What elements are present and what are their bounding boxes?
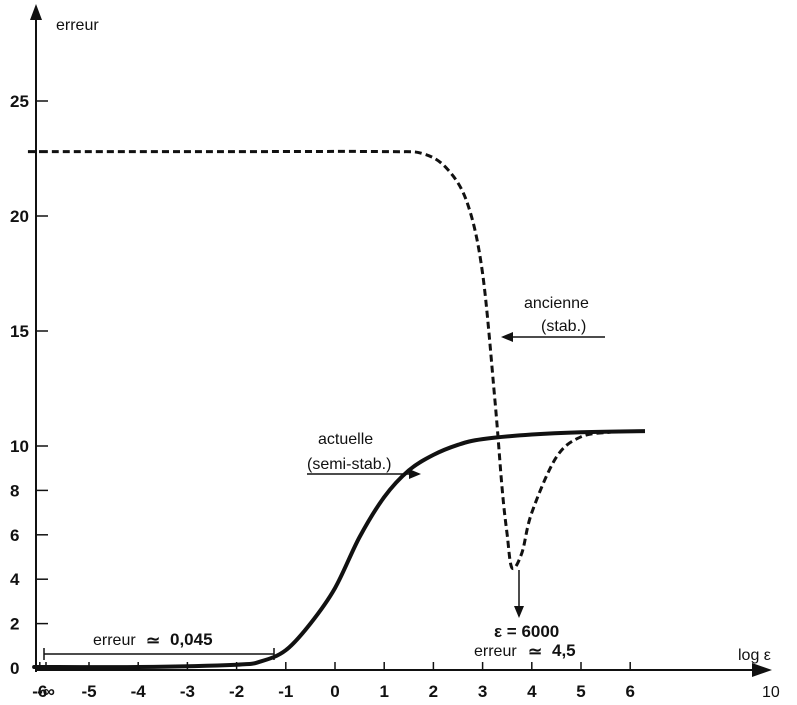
x-tick-label: -3 bbox=[180, 682, 195, 701]
series-layer bbox=[25, 149, 646, 670]
x-tick-label: 4 bbox=[527, 682, 537, 701]
x-tick-label: -2 bbox=[229, 682, 244, 701]
x-ticks: -∞-6 -5 -4 -3 -2 -1 0 1 2 3 4 5 6 bbox=[32, 662, 635, 701]
series-line-actuelle bbox=[32, 429, 646, 670]
x-tick-label: -1 bbox=[278, 682, 293, 701]
y-ticks: 0 2 4 6 8 10 15 20 25 bbox=[10, 92, 48, 678]
y-tick-label: 4 bbox=[10, 570, 20, 589]
minimum-epsilon-label: ε = 6000 bbox=[494, 622, 559, 641]
x-tick-label: -4 bbox=[131, 682, 147, 701]
y-tick-label: 20 bbox=[10, 207, 29, 226]
y-tick-label: 2 bbox=[10, 615, 19, 634]
flat-level-value: 0,045 bbox=[170, 630, 213, 649]
ancienne-sublabel: (stab.) bbox=[541, 318, 586, 335]
ancienne-label: ancienne bbox=[524, 295, 589, 312]
minimum-error-text: erreur bbox=[474, 643, 517, 660]
x-tick-label: 2 bbox=[429, 682, 438, 701]
approx-icon: ≃ bbox=[146, 631, 160, 650]
y-tick-label: 0 bbox=[10, 659, 19, 678]
x-axis-arrow-icon bbox=[752, 663, 772, 677]
annotation-flat-level: erreur ≃ 0,045 bbox=[43, 630, 275, 660]
x-tick-label: 1 bbox=[379, 682, 388, 701]
x-tick-label: 5 bbox=[576, 682, 585, 701]
actuelle-label: actuelle bbox=[318, 431, 373, 448]
x-tick-label: -6 bbox=[32, 682, 47, 701]
y-tick-label: 8 bbox=[10, 481, 19, 500]
annotation-ancienne: ancienne (stab.) bbox=[501, 295, 605, 342]
actuelle-sublabel: (semi-stab.) bbox=[307, 456, 391, 473]
x-tick-label: 6 bbox=[625, 682, 634, 701]
annotation-actuelle: actuelle (semi-stab.) bbox=[307, 431, 421, 479]
x-tick-label: -5 bbox=[81, 682, 96, 701]
x-tick-label: 3 bbox=[478, 682, 487, 701]
y-tick-label: 15 bbox=[10, 322, 29, 341]
x-axis-label: log ε bbox=[738, 647, 771, 664]
y-tick-label: 10 bbox=[10, 437, 29, 456]
y-tick-label: 6 bbox=[10, 526, 19, 545]
series-line-ancienne bbox=[25, 149, 611, 571]
minimum-error-value: 4,5 bbox=[552, 641, 576, 660]
x-tick-label: 0 bbox=[330, 682, 339, 701]
y-axis-label: erreur bbox=[56, 17, 99, 34]
y-tick-label: 25 bbox=[10, 92, 29, 111]
x-axis-label-subscript: 10 bbox=[762, 684, 780, 701]
x-tick-label: -∞ bbox=[37, 682, 55, 701]
annotation-minimum: ε = 6000 erreur ≃ 4,5 bbox=[474, 570, 576, 661]
minimum-approx-icon: ≃ bbox=[528, 642, 542, 661]
y-axis-arrow-icon bbox=[30, 4, 42, 20]
flat-level-text: erreur bbox=[93, 632, 136, 649]
